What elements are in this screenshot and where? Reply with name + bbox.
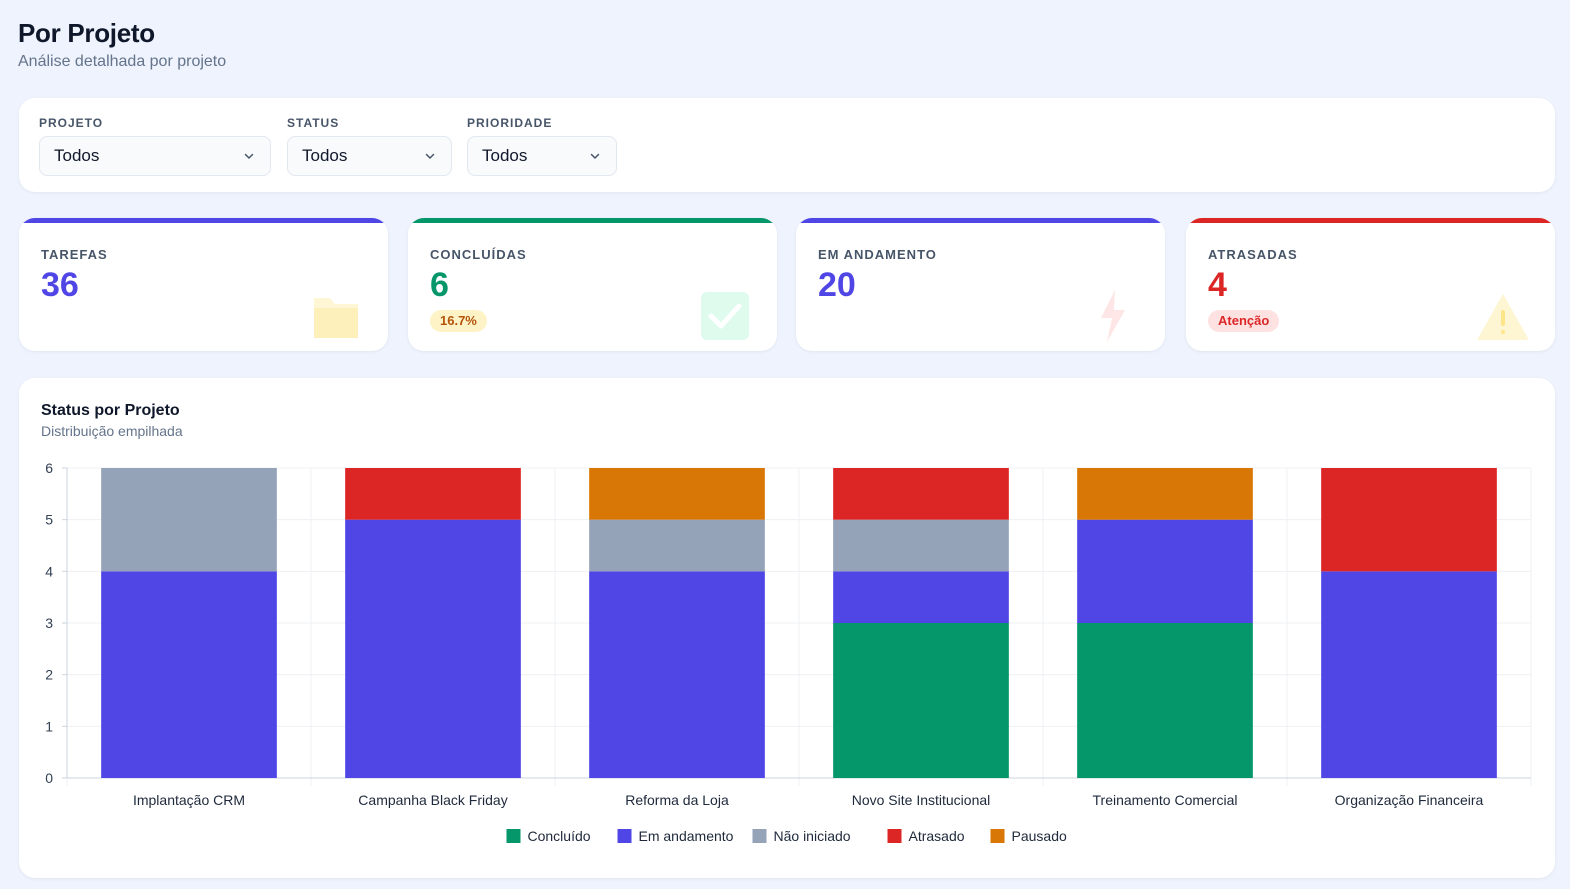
kpi-value: 6 (430, 266, 449, 304)
kpi-card-atrasadas: ATRASADAS 4 Atenção (1186, 218, 1555, 351)
bar-segment (345, 468, 521, 520)
kpi-percent-badge: 16.7% (430, 310, 487, 332)
x-tick-label: Reforma da Loja (625, 792, 729, 808)
kpi-accent-bar (1186, 218, 1555, 223)
filter-label: PRIORIDADE (467, 116, 553, 130)
y-tick-label: 6 (45, 460, 53, 476)
stacked-bar-chart: 0 1 2 3 4 5 6 Implantação CRM Campanha Black Fri… (45, 460, 1532, 844)
select-value: Todos (482, 146, 528, 165)
filter-projeto: PROJETO Todos (39, 116, 271, 176)
kpi-value: 4 (1208, 266, 1227, 304)
x-tick-label: Novo Site Institucional (852, 792, 991, 808)
lightning-icon (1085, 288, 1141, 344)
y-tick-label: 5 (45, 512, 53, 528)
legend-swatch (617, 829, 632, 843)
kpi-label: CONCLUÍDAS (430, 247, 527, 262)
x-tick-label: Treinamento Comercial (1093, 792, 1238, 808)
x-tick-label: Implantação CRM (133, 792, 245, 808)
kpi-label: ATRASADAS (1208, 247, 1298, 262)
bar-segment (833, 571, 1009, 623)
legend-swatch (990, 829, 1005, 843)
projeto-select[interactable]: Todos (39, 136, 271, 176)
chart-card: Status por Projeto Distribuição empilhad… (19, 378, 1555, 878)
bar-segment (1321, 468, 1497, 572)
bar-segment (1321, 571, 1497, 778)
legend-swatch (752, 829, 767, 843)
kpi-label: EM ANDAMENTO (818, 247, 937, 262)
bar-segment (101, 571, 277, 778)
legend-label: Concluído (528, 828, 591, 844)
chevron-down-icon (588, 149, 602, 163)
y-tick-label: 3 (45, 615, 53, 631)
legend-label: Atrasado (909, 828, 965, 844)
page-title: Por Projeto (18, 18, 155, 48)
bar-segment (589, 519, 765, 572)
filter-label: PROJETO (39, 116, 104, 130)
bar-segment (833, 519, 1009, 572)
legend-swatch (506, 829, 521, 843)
kpi-card-em-andamento: EM ANDAMENTO 20 (796, 218, 1165, 351)
kpi-value: 36 (41, 266, 79, 304)
kpi-accent-bar (408, 218, 777, 223)
filter-label: STATUS (287, 116, 340, 130)
y-tick-label: 0 (45, 770, 53, 786)
y-tick-label: 2 (45, 667, 53, 683)
legend-label: Em andamento (639, 828, 734, 844)
select-value: Todos (302, 146, 348, 165)
kpi-value: 20 (818, 266, 856, 304)
x-tick-label: Organização Financeira (1335, 792, 1484, 808)
kpi-card-tarefas: TAREFAS 36 (19, 218, 388, 351)
y-tick-label: 1 (45, 718, 53, 734)
bar-segment (1077, 623, 1253, 778)
select-value: Todos (54, 146, 100, 165)
status-select[interactable]: Todos (287, 136, 452, 176)
filter-prioridade: PRIORIDADE Todos (467, 116, 617, 176)
folder-icon (308, 288, 364, 344)
bar-segment (589, 571, 765, 778)
prioridade-select[interactable]: Todos (467, 136, 617, 176)
filters-card: PROJETO Todos STATUS Todos PRIORIDADE To… (19, 98, 1555, 192)
chevron-down-icon (242, 149, 256, 163)
legend-swatch (887, 829, 902, 843)
legend-label: Não iniciado (774, 828, 851, 844)
bar-segment (345, 519, 521, 778)
kpi-accent-bar (796, 218, 1165, 223)
x-tick-label: Campanha Black Friday (358, 792, 507, 808)
bar-segment (833, 623, 1009, 778)
chevron-down-icon (423, 149, 437, 163)
y-tick-label: 4 (45, 563, 53, 579)
kpi-label: TAREFAS (41, 247, 108, 262)
chart-title: Status por Projeto (41, 402, 180, 419)
chart-subtitle: Distribuição empilhada (41, 423, 183, 439)
bar-segment (1077, 468, 1253, 520)
check-icon (697, 288, 753, 344)
bar-segment (101, 468, 277, 572)
warning-icon (1475, 288, 1531, 344)
bar-segment (833, 468, 1009, 520)
kpi-alert-badge: Atenção (1208, 310, 1280, 332)
kpi-accent-bar (19, 218, 388, 223)
bar-segment (1077, 519, 1253, 623)
kpi-card-concluidas: CONCLUÍDAS 6 16.7% (408, 218, 777, 351)
legend-label: Pausado (1012, 828, 1067, 844)
page-header: Por Projeto Análise detalhada por projet… (18, 18, 226, 71)
bar-segment (589, 468, 765, 520)
page-subtitle: Análise detalhada por projeto (18, 53, 227, 70)
filter-status: STATUS Todos (287, 116, 452, 176)
